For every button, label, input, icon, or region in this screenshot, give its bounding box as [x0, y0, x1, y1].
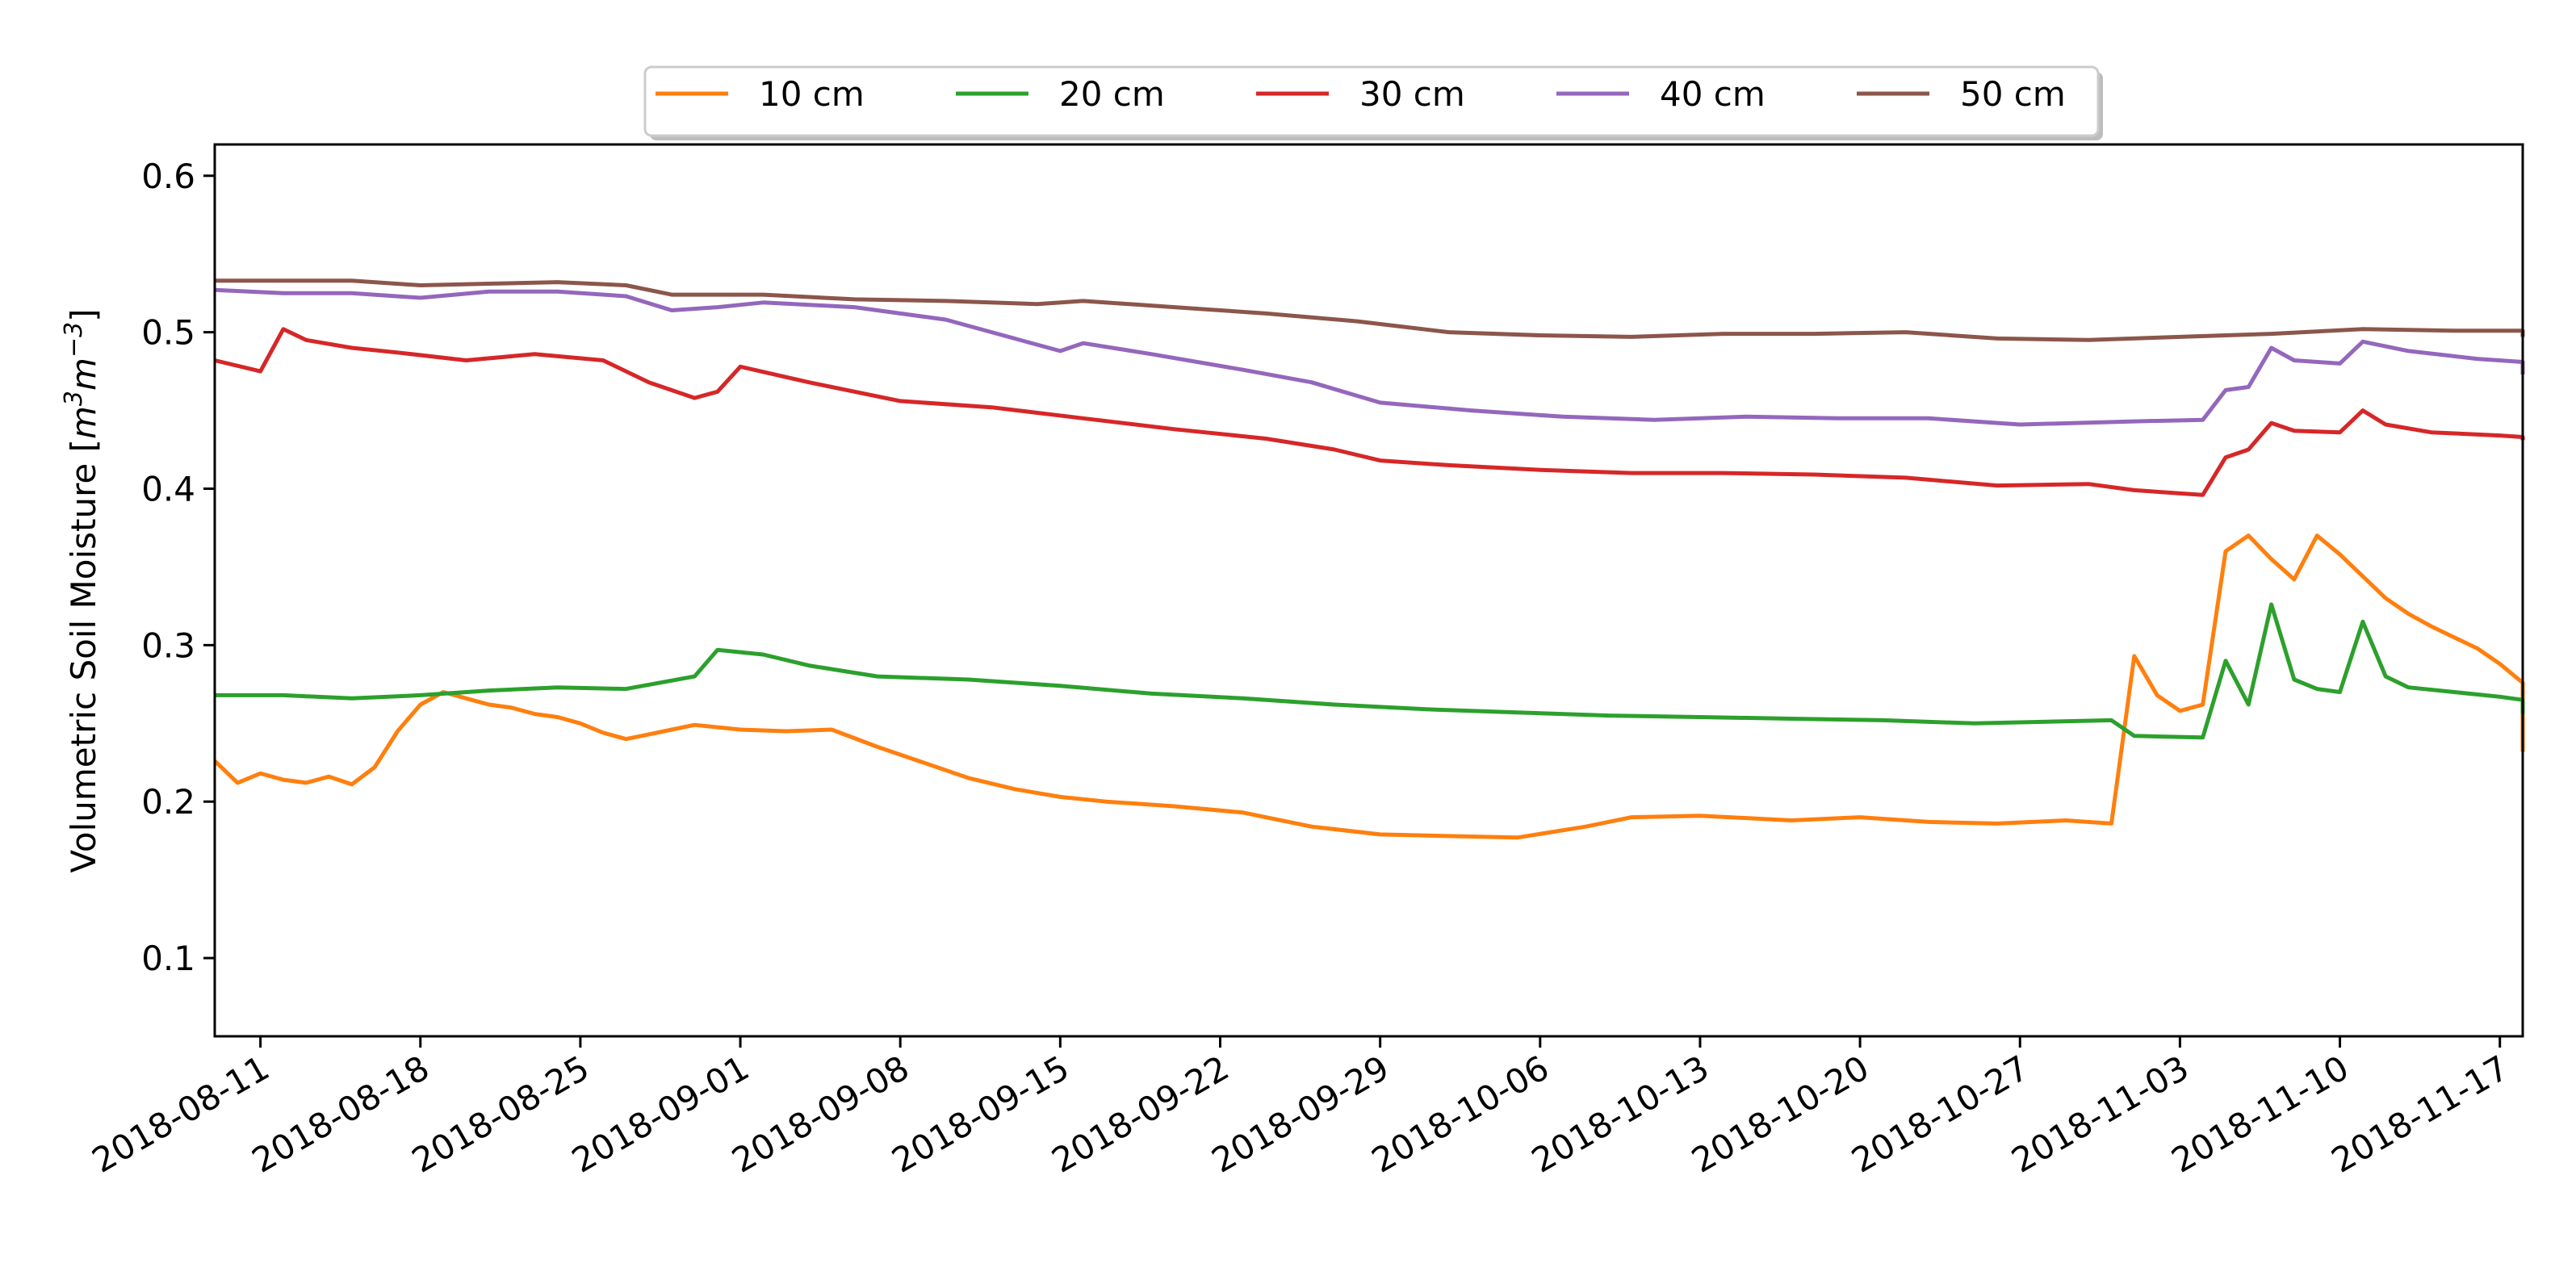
y-tick-label: 0.1	[141, 939, 195, 978]
y-tick-label: 0.4	[141, 469, 195, 508]
x-tick-label: 2018-08-18	[245, 1048, 436, 1180]
y-tick-label: 0.2	[141, 782, 195, 822]
series-layer	[213, 278, 2525, 840]
series-line-50-cm	[215, 278, 2525, 342]
x-tick-label: 2018-11-03	[2005, 1048, 2196, 1180]
x-tick-label: 2018-09-22	[1045, 1048, 1236, 1180]
plot-area-frame	[213, 143, 2524, 1038]
x-tick-label: 2018-10-06	[1365, 1048, 1556, 1180]
series-line-30-cm	[214, 327, 2525, 497]
y-tick-label: 0.5	[141, 313, 195, 353]
y-axis-label: Volumetric Soil Moisture [m3m−3]	[60, 308, 104, 872]
y-tick-label: 0.3	[141, 625, 195, 665]
x-tick-label: 2018-11-17	[2325, 1048, 2515, 1180]
y-axis-label-suffix: ]	[64, 308, 103, 321]
x-tick-label: 2018-11-10	[2165, 1048, 2356, 1180]
y-axis-label-prefix: Volumetric Soil Moisture [	[64, 439, 103, 873]
x-tick-label: 2018-10-13	[1525, 1048, 1715, 1180]
legend: 10 cm 20 cm 30 cm 40 cm 50 cm	[643, 65, 2103, 140]
legend-label: 40 cm	[1660, 74, 1766, 114]
x-tick-label: 2018-09-15	[885, 1048, 1075, 1180]
series-line-40-cm	[214, 287, 2525, 427]
x-tick-label: 2018-09-08	[725, 1048, 915, 1180]
y-axis-label-exp2: −3	[60, 322, 88, 358]
x-tick-label: 2018-09-01	[565, 1048, 756, 1180]
y-axis: 0.1 0.2 0.3 0.4 0.5 0.6	[141, 157, 215, 978]
x-tick-label: 2018-08-11	[86, 1048, 276, 1180]
legend-label: 50 cm	[1960, 74, 2066, 114]
y-axis-label-unit-m: m	[64, 406, 103, 439]
x-tick-label: 2018-10-20	[1685, 1048, 1875, 1180]
legend-label: 10 cm	[759, 74, 865, 114]
y-axis-label-exp1: 3	[60, 391, 88, 406]
series-line-10-cm	[213, 533, 2525, 840]
series-line-20-cm	[215, 602, 2525, 740]
y-axis-label-unit-m2: m	[64, 358, 103, 391]
x-axis: 2018-08-112018-08-182018-08-252018-09-01…	[86, 1036, 2515, 1181]
x-tick-label: 2018-09-29	[1205, 1048, 1396, 1180]
x-tick-label: 2018-08-25	[405, 1048, 596, 1180]
legend-label: 20 cm	[1059, 74, 1165, 114]
legend-label: 30 cm	[1359, 74, 1465, 114]
legend-items: 10 cm 20 cm 30 cm 40 cm 50 cm	[656, 74, 2066, 114]
legend-box	[643, 65, 2100, 137]
y-tick-label: 0.6	[141, 157, 195, 196]
x-tick-label: 2018-10-27	[1845, 1048, 2035, 1180]
